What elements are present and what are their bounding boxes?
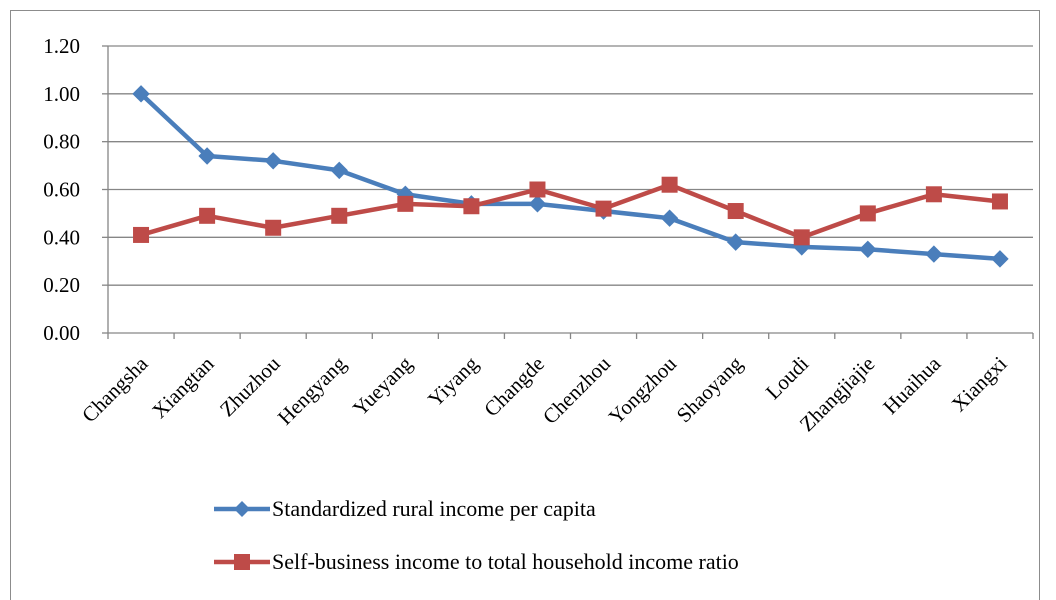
series-1-point (991, 193, 1008, 210)
series-1-point (793, 229, 810, 246)
series-1-point (463, 198, 480, 215)
x-tick-label: Yiyang (423, 351, 483, 411)
x-tick-label: Loudi (761, 351, 814, 404)
x-tick-label: Changsha (77, 351, 153, 427)
series-line-1 (140, 182, 1001, 240)
series-1-point (925, 186, 942, 203)
series-0-point (859, 240, 877, 258)
x-tick-label: Hengyang (273, 351, 351, 429)
series-1-point (397, 195, 414, 212)
series-1-point (661, 176, 678, 193)
series-1-point (529, 181, 546, 198)
y-tick-label: 0.80 (43, 130, 80, 154)
legend-marker-1 (234, 554, 250, 570)
chart-frame (10, 10, 1040, 600)
series-1-point (727, 203, 744, 220)
y-tick-label: 0.00 (43, 321, 80, 345)
series-0-point (330, 161, 348, 180)
legend: Standardized rural income per capita Self… (214, 496, 739, 574)
y-tick-label: 0.40 (43, 225, 80, 249)
series-0-point (264, 152, 282, 170)
series-1-point (133, 226, 150, 243)
x-tick-label: Chenzhou (538, 351, 616, 429)
x-tick-label: Shaoyang (672, 351, 748, 427)
series-0-point (991, 250, 1009, 268)
y-tick-label: 0.20 (43, 273, 80, 297)
series-1-point (859, 205, 876, 222)
series-line-0 (139, 92, 1001, 262)
series-0-point (198, 147, 216, 165)
series-0-point (726, 233, 745, 251)
series-0-point (132, 85, 150, 103)
x-tick-label: Xiangxi (947, 351, 1012, 416)
series-1-point (595, 200, 612, 217)
series-1-point (199, 207, 216, 224)
x-tick-label: Yongzhou (604, 351, 682, 429)
y-tick-label: 1.00 (43, 82, 80, 106)
x-tick-label: Yueyang (348, 351, 417, 420)
series-1-point (265, 219, 282, 236)
gridlines (108, 45, 1033, 286)
x-tick-label: Xiangtan (147, 351, 219, 423)
series-0-point (660, 209, 679, 227)
axes (102, 45, 1034, 339)
series-0-point (925, 245, 943, 263)
series-1-point (331, 207, 348, 224)
x-tick-label: Huaihua (878, 351, 946, 419)
y-tick-label: 1.20 (43, 34, 80, 58)
legend-label-1: Self-business income to total household … (272, 549, 739, 574)
legend-marker-0 (234, 501, 250, 517)
legend-label-0: Standardized rural income per capita (272, 496, 596, 521)
y-tick-labels: 0.00 0.20 0.40 0.60 0.80 1.00 1.20 (43, 34, 80, 345)
y-tick-label: 0.60 (43, 178, 80, 202)
series-0-point (528, 195, 547, 213)
series-lines (132, 85, 1009, 268)
